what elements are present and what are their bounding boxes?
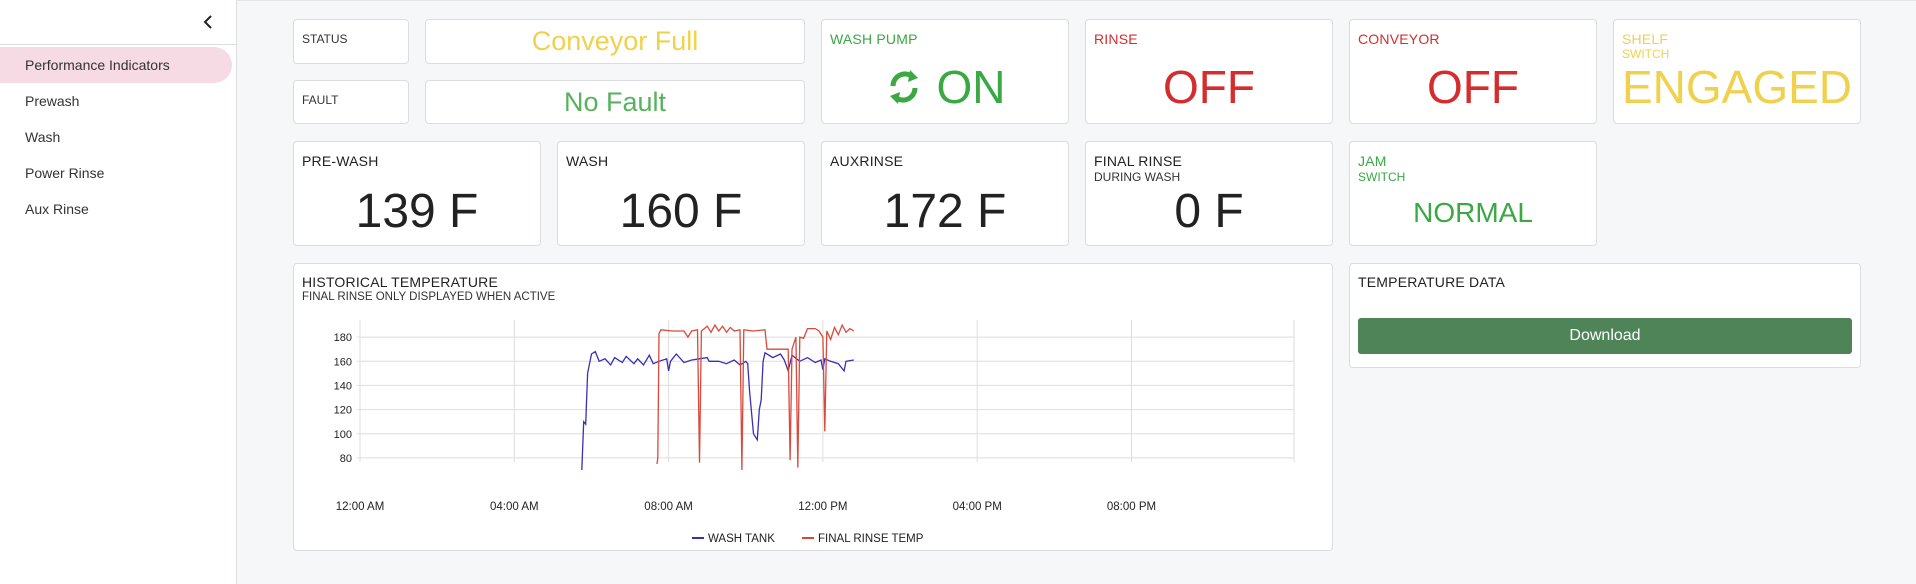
temperature-data-card: TEMPERATURE DATA Download (1349, 263, 1861, 368)
shelf-switch-value: ENGAGED (1621, 61, 1853, 113)
prewash-label: PRE-WASH (302, 153, 379, 169)
y-tick-label: 80 (340, 453, 352, 465)
wash-pump-label: WASH PUMP (830, 31, 918, 47)
status-label: STATUS (302, 32, 348, 46)
wash-label: WASH (566, 153, 609, 169)
x-tick-label: 08:00 PM (1107, 501, 1156, 513)
status-value-card: Conveyor Full (425, 19, 805, 64)
fault-label: FAULT (302, 93, 339, 107)
y-tick-label: 100 (334, 429, 352, 441)
final-rinse-sublabel: DURING WASH (1094, 170, 1181, 184)
wash-pump-card: WASH PUMP ON (821, 19, 1069, 124)
historical-temperature-card: HISTORICAL TEMPERATURE FINAL RINSE ONLY … (293, 263, 1333, 551)
sidebar-item-aux-rinse[interactable]: Aux Rinse (0, 191, 236, 227)
sidebar: Performance Indicators Prewash Wash Powe… (0, 0, 237, 584)
download-button[interactable]: Download (1358, 318, 1852, 354)
conveyor-card: CONVEYOR OFF (1349, 19, 1597, 124)
rinse-value: OFF (1163, 61, 1255, 113)
sidebar-item-wash[interactable]: Wash (0, 119, 236, 155)
legend-final-rinse-label: FINAL RINSE TEMP (818, 533, 924, 545)
final-rinse-label: FINAL RINSE (1094, 153, 1183, 169)
prewash-value: 139 F (355, 185, 479, 238)
shelf-switch-card: SHELF SWITCH ENGAGED (1613, 19, 1861, 124)
sidebar-nav: Performance Indicators Prewash Wash Powe… (0, 47, 236, 227)
conveyor-label: CONVEYOR (1358, 31, 1440, 47)
chart-subtitle: FINAL RINSE ONLY DISPLAYED WHEN ACTIVE (302, 291, 556, 303)
final-rinse-series-line (656, 323, 855, 471)
auxrinse-temp-card: AUXRINSE 172 F (821, 141, 1069, 246)
jam-switch-card: JAM SWITCH NORMAL (1349, 141, 1597, 246)
final-rinse-value: 0 F (1174, 185, 1244, 238)
auxrinse-value: 172 F (883, 185, 1007, 238)
y-tick-label: 160 (334, 356, 352, 368)
legend-wash-tank-label: WASH TANK (708, 533, 775, 545)
x-tick-label: 04:00 AM (490, 501, 539, 513)
download-button-label: Download (1569, 327, 1641, 344)
x-tick-label: 12:00 AM (336, 501, 385, 513)
sidebar-item-performance-indicators[interactable]: Performance Indicators (0, 47, 232, 83)
wash-tank-series-line (581, 350, 854, 471)
wash-pump-value: ON (936, 61, 1006, 113)
sidebar-item-label: Wash (25, 129, 61, 145)
chart-title: HISTORICAL TEMPERATURE (302, 274, 499, 290)
conveyor-value: OFF (1427, 61, 1519, 113)
auxrinse-label: AUXRINSE (830, 153, 904, 169)
chevron-left-icon (203, 15, 212, 29)
rinse-label: RINSE (1094, 31, 1138, 47)
x-tick-label: 04:00 PM (953, 501, 1002, 513)
sidebar-header (0, 0, 236, 45)
x-tick-label: 08:00 AM (644, 501, 693, 513)
x-tick-label: 12:00 PM (798, 501, 847, 513)
status-label-card: STATUS (293, 19, 409, 64)
y-tick-label: 120 (334, 405, 352, 417)
top-divider (237, 0, 1916, 3)
rinse-card: RINSE OFF (1085, 19, 1333, 124)
y-tick-label: 140 (334, 380, 352, 392)
temperature-data-title: TEMPERATURE DATA (1358, 274, 1506, 290)
fault-value-card: No Fault (425, 80, 805, 124)
collapse-sidebar-button[interactable] (198, 12, 218, 32)
sidebar-item-power-rinse[interactable]: Power Rinse (0, 155, 236, 191)
historical-temperature-chart: 80 100 120 140 160 180 12:00 AM 04:00 AM 08:00 A… (334, 320, 1295, 545)
fault-label-card: FAULT (293, 80, 409, 124)
sidebar-item-label: Performance Indicators (25, 57, 170, 73)
final-rinse-card: FINAL RINSE DURING WASH 0 F (1085, 141, 1333, 246)
sidebar-item-prewash[interactable]: Prewash (0, 83, 236, 119)
jam-switch-sublabel: SWITCH (1358, 170, 1406, 184)
jam-switch-label: JAM (1358, 153, 1387, 169)
sidebar-item-label: Power Rinse (25, 165, 105, 181)
shelf-switch-label: SHELF (1622, 31, 1669, 47)
wash-value: 160 F (619, 185, 743, 238)
fault-value: No Fault (563, 87, 667, 117)
prewash-temp-card: PRE-WASH 139 F (293, 141, 541, 246)
sidebar-item-label: Aux Rinse (25, 201, 89, 217)
sync-icon (889, 70, 918, 104)
shelf-switch-sublabel: SWITCH (1622, 47, 1670, 61)
jam-switch-value: NORMAL (1413, 197, 1533, 228)
sidebar-item-label: Prewash (25, 93, 80, 109)
y-tick-label: 180 (334, 332, 352, 344)
status-value: Conveyor Full (531, 26, 699, 56)
wash-temp-card: WASH 160 F (557, 141, 805, 246)
